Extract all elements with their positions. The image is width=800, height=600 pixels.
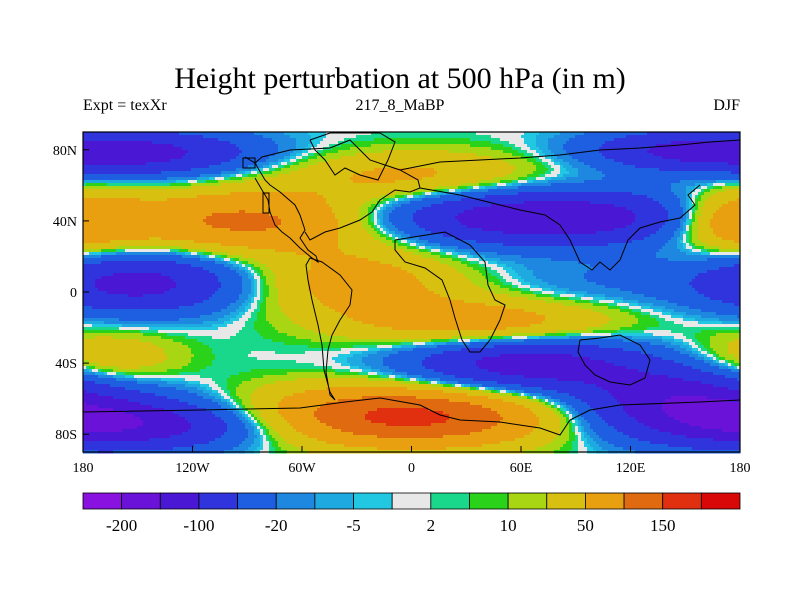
x-tick-label: 120W <box>175 461 210 476</box>
continent-outlines <box>82 132 741 436</box>
colorbar-swatch <box>469 492 509 510</box>
y-tick-label: 80N <box>53 144 77 159</box>
x-tick-label: 180 <box>73 461 94 476</box>
colorbar-label: -200 <box>106 516 137 535</box>
y-axis-ticks: 80N 40N 0 40S 80S <box>53 144 89 443</box>
colorbar-swatch <box>82 492 123 510</box>
colorbar-swatch <box>546 492 586 510</box>
x-axis-ticks: 180 120W 60W 0 60E 120E 180 <box>73 446 751 476</box>
x-tick-label: 60W <box>288 461 316 476</box>
colorbar-swatch <box>700 492 741 510</box>
colorbar-swatch <box>198 492 238 510</box>
colorbar-label: -5 <box>346 516 360 535</box>
colorbar-swatch <box>662 492 702 510</box>
y-tick-label: 40N <box>53 215 77 230</box>
x-tick-label: 60E <box>510 461 533 476</box>
y-tick-label: 40S <box>55 357 77 372</box>
colorbar-swatch <box>430 492 470 510</box>
colorbar-swatch <box>507 492 548 510</box>
height-field <box>83 132 741 454</box>
y-tick-label: 0 <box>70 286 77 301</box>
chart-title: Height perturbation at 500 hPa (in m) <box>0 62 800 96</box>
x-tick-label: 120E <box>616 461 646 476</box>
colorbar-swatch <box>237 492 277 510</box>
colorbar: -200 -100 -20 -5 2 10 50 150 <box>82 492 741 535</box>
colorbar-label: 150 <box>650 516 676 535</box>
colorbar-label: -20 <box>265 516 288 535</box>
y-tick-label: 80S <box>55 428 77 443</box>
colorbar-label: 2 <box>427 516 436 535</box>
colorbar-label: 10 <box>500 516 517 535</box>
colorbar-swatch <box>353 492 393 510</box>
experiment-label: Expt = texXr <box>83 97 167 115</box>
colorbar-swatch <box>314 492 354 510</box>
case-label: 217_8_MaBP <box>0 97 800 115</box>
x-tick-label: 180 <box>730 461 751 476</box>
colorbar-swatch <box>391 492 432 510</box>
colorbar-swatch <box>159 492 200 510</box>
colorbar-swatch <box>275 492 316 510</box>
colorbar-label: 50 <box>577 516 594 535</box>
x-tick-label: 0 <box>408 461 415 476</box>
season-label: DJF <box>713 97 740 115</box>
colorbar-swatch <box>121 492 161 510</box>
colorbar-label: -100 <box>183 516 214 535</box>
colorbar-swatch <box>585 492 625 510</box>
colorbar-swatch <box>623 492 664 510</box>
